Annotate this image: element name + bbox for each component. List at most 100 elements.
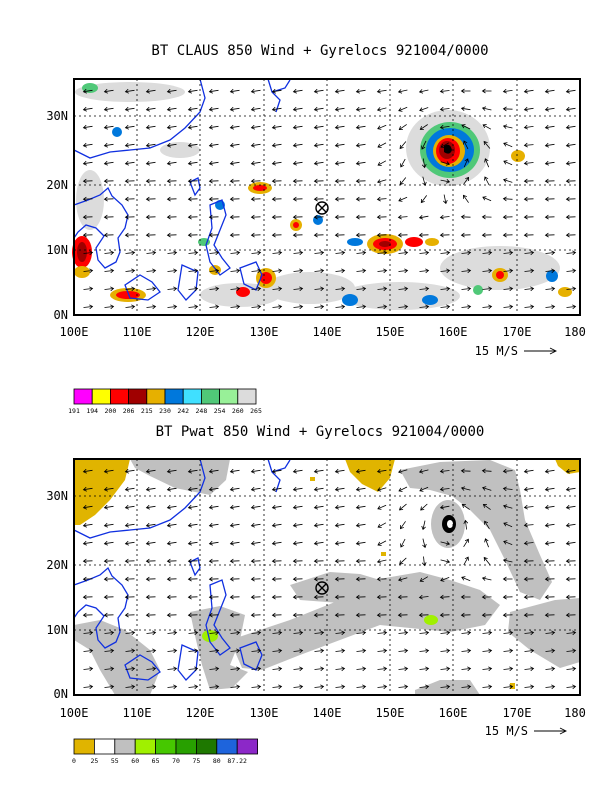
wind-arrow xyxy=(250,124,261,130)
lat-label: 10N xyxy=(46,243,68,257)
wind-arrow xyxy=(166,594,177,600)
wind-arrow xyxy=(377,540,387,546)
wind-arrow xyxy=(419,648,430,654)
vector-scale-legend: 15 M/S xyxy=(475,344,558,358)
wind-arrow xyxy=(208,160,219,166)
colorbar-label: 191 xyxy=(68,407,80,415)
wind-arrow xyxy=(482,630,493,636)
wind-arrow xyxy=(292,522,303,528)
wind-arrow xyxy=(167,304,178,310)
wind-arrow xyxy=(230,304,241,310)
wind-arrow xyxy=(313,196,324,202)
wind-arrow xyxy=(481,214,492,220)
wind-arrow xyxy=(439,505,450,510)
wind-arrow xyxy=(146,250,157,256)
wind-arrow xyxy=(124,196,135,202)
wind-arrow xyxy=(187,88,198,94)
wind-arrow xyxy=(82,612,93,618)
wind-arrow xyxy=(355,612,366,618)
wind-arrow xyxy=(334,88,345,94)
wind-arrow xyxy=(208,142,219,148)
map-frame xyxy=(73,78,581,316)
wind-arrow xyxy=(292,468,303,474)
wind-arrow xyxy=(398,196,408,202)
wind-arrow xyxy=(250,88,261,94)
wind-arrow xyxy=(188,648,199,654)
wind-arrow xyxy=(443,194,448,205)
wind-arrow xyxy=(166,612,177,618)
wind-arrow xyxy=(125,304,136,310)
wind-arrow xyxy=(461,268,472,274)
wind-arrow xyxy=(292,594,303,600)
wind-arrow xyxy=(188,268,199,274)
wind-arrow xyxy=(188,630,199,636)
wind-arrow xyxy=(103,576,114,582)
wind-arrow xyxy=(103,142,114,148)
wind-arrow xyxy=(398,648,409,654)
wind-arrow xyxy=(398,503,407,511)
wind-arrow xyxy=(544,124,555,130)
wind-arrow xyxy=(251,666,262,672)
wind-arrow xyxy=(483,556,491,565)
wind-arrow xyxy=(566,268,577,274)
scale-arrow xyxy=(534,727,568,735)
wind-arrow xyxy=(502,232,513,238)
wind-arrow xyxy=(272,268,283,274)
wind-arrow xyxy=(209,286,220,292)
wind-arrow xyxy=(502,594,513,600)
wind-arrow xyxy=(146,268,157,274)
wind-arrow xyxy=(104,684,115,690)
wind-arrow xyxy=(523,612,534,618)
wind-arrow xyxy=(334,178,345,184)
wind-arrow xyxy=(355,106,366,112)
lon-label: 160E xyxy=(439,706,468,720)
wind-arrow xyxy=(313,486,324,492)
wind-arrow xyxy=(418,89,429,94)
wind-arrow xyxy=(502,124,513,129)
wind-arrow xyxy=(82,88,93,94)
wind-arrow xyxy=(250,160,261,166)
wind-arrow xyxy=(313,504,324,510)
colorbar-label: 70 xyxy=(172,757,180,765)
wind-arrow xyxy=(565,504,576,510)
wind-arrow xyxy=(420,195,428,204)
wind-arrow xyxy=(230,250,241,256)
wind-arrow xyxy=(421,158,427,169)
wind-arrow xyxy=(376,559,387,564)
wind-arrow xyxy=(209,648,220,654)
wind-arrow xyxy=(271,142,282,148)
wind-arrow xyxy=(271,486,282,492)
wind-arrow xyxy=(502,486,513,492)
wind-arrow xyxy=(271,124,282,130)
wind-arrow xyxy=(502,214,513,220)
colorbar-label: 206 xyxy=(123,407,135,415)
wind-arrow xyxy=(334,558,345,564)
colorbar-label: 230 xyxy=(159,407,171,415)
wind-arrow xyxy=(103,232,114,238)
lon-label: 150E xyxy=(376,325,405,339)
wind-arrow xyxy=(188,250,199,256)
wind-arrow xyxy=(460,612,471,618)
wind-arrow xyxy=(208,106,219,112)
wind-arrow xyxy=(565,106,576,112)
wind-arrow xyxy=(293,684,304,690)
wind-arrow xyxy=(544,178,555,184)
lat-label: 20N xyxy=(46,558,68,572)
wind-arrow xyxy=(167,684,178,690)
wind-arrow xyxy=(250,522,261,528)
colorbar-swatch xyxy=(200,388,220,405)
wind-arrow xyxy=(460,106,471,111)
wind-arrow xyxy=(313,142,324,148)
wind-arrow xyxy=(482,268,493,274)
wind-arrow xyxy=(419,576,429,582)
wind-arrow xyxy=(524,268,535,274)
wind-arrow xyxy=(565,468,576,474)
wind-arrow xyxy=(229,594,240,600)
wind-arrow xyxy=(230,666,241,672)
wind-arrow xyxy=(187,214,198,220)
wind-arrow xyxy=(566,286,577,292)
wind-arrow xyxy=(313,612,324,618)
wind-arrow xyxy=(313,540,324,546)
wind-arrow xyxy=(377,487,387,492)
wind-arrow xyxy=(523,178,534,184)
